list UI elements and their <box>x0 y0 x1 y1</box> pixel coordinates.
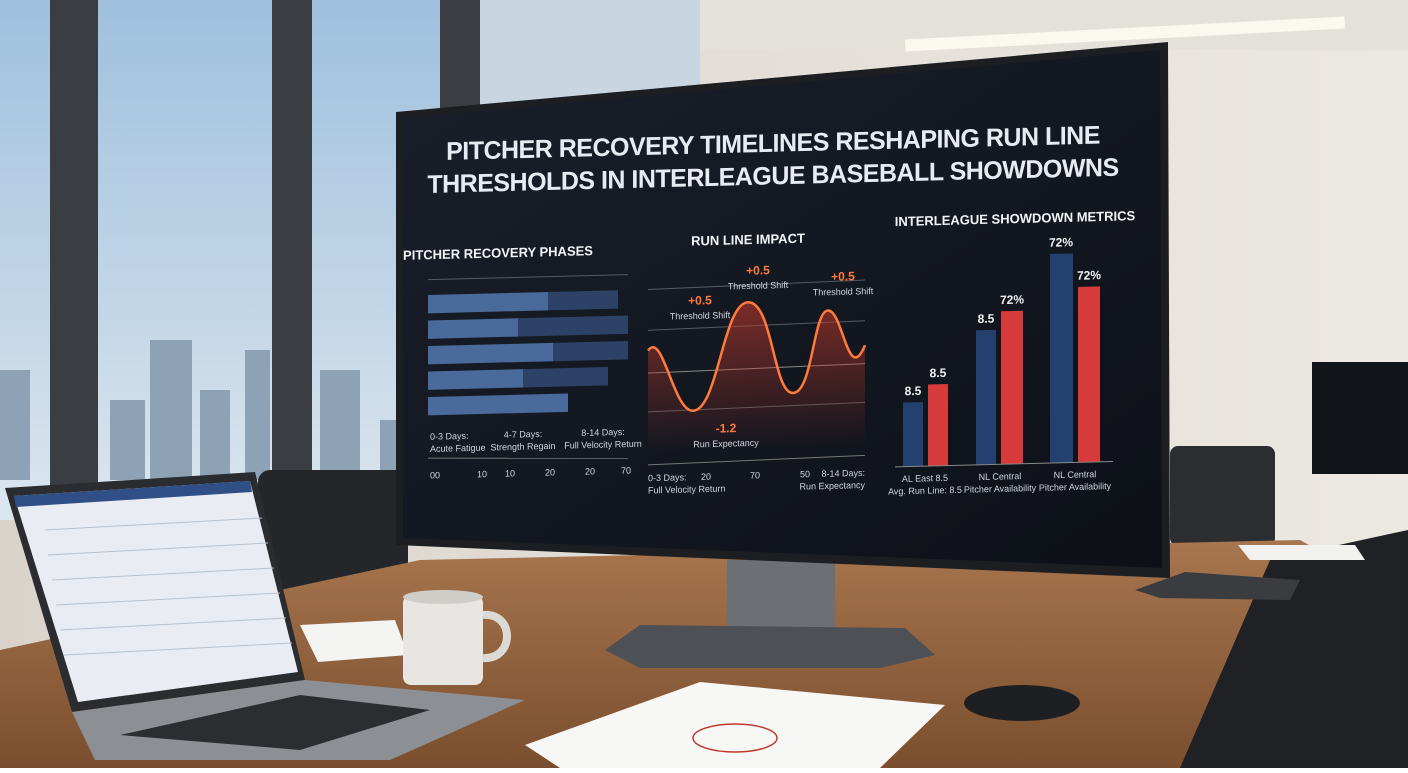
annotation: Threshold Shift <box>670 310 731 322</box>
laptop-rows <box>44 517 293 656</box>
mug-handle <box>482 610 511 662</box>
axis-label: 20 <box>585 466 595 476</box>
annotation: +0.5 <box>831 269 855 284</box>
annotation: -1.2 <box>716 421 737 436</box>
screen-content: PITCHER RECOVERY TIMELINES RESHAPING RUN… <box>403 121 1136 497</box>
panel-title: RUN LINE IMPACT <box>691 231 805 249</box>
ceiling-light <box>904 16 1346 52</box>
axis-label: 00 <box>430 470 440 480</box>
axis-label: Full Velocity Return <box>648 483 725 495</box>
phase-label: Strength Regain <box>491 441 556 453</box>
group-label: NL Central <box>1054 469 1097 480</box>
group-label: NL Central <box>979 471 1022 482</box>
annotation: Threshold Shift <box>728 280 789 292</box>
group-label: Pitcher Availability <box>964 483 1037 495</box>
annotation: +0.5 <box>688 293 712 308</box>
axis-label: 70 <box>621 465 631 475</box>
city <box>0 340 440 480</box>
laptop-keyboard <box>120 695 430 750</box>
phase-label: Acute Fatigue <box>430 443 485 454</box>
phase-label: 8-14 Days: <box>581 427 624 438</box>
far-laptop <box>1135 572 1300 600</box>
panel-title: PITCHER RECOVERY PHASES <box>403 243 593 263</box>
far-monitor <box>1312 362 1408 474</box>
mouse <box>964 685 1080 721</box>
panel-title: INTERLEAGUE SHOWDOWN METRICS <box>895 208 1136 229</box>
mug-rim <box>403 590 483 604</box>
bar-label: 72% <box>1049 235 1073 250</box>
far-paper <box>1238 545 1365 560</box>
axis-label: 10 <box>505 468 515 478</box>
paper <box>300 620 408 662</box>
monitor-stand <box>727 560 835 635</box>
mug <box>403 595 483 685</box>
axis-label: 10 <box>477 469 487 479</box>
phase-label: 4-7 Days: <box>504 429 542 440</box>
impact-wave <box>647 279 867 466</box>
recovery-bars <box>427 274 629 459</box>
phase-label: Full Velocity Return <box>564 439 641 451</box>
axis-label: 20 <box>701 472 711 482</box>
annotation: +0.5 <box>746 263 770 278</box>
annotation: Threshold Shift <box>813 286 874 298</box>
axis-label: 0-3 Days: <box>648 472 686 483</box>
laptop-header <box>14 481 252 507</box>
axis-label: 20 <box>545 467 555 477</box>
group-label: Avg. Run Line: 8.5 <box>888 485 962 497</box>
chair <box>1170 446 1275 546</box>
group-label: AL East 8.5 <box>902 473 948 484</box>
bar-label: 8.5 <box>978 312 995 327</box>
axis-label: Run Expectancy <box>800 480 866 492</box>
chair <box>1180 530 1408 768</box>
group-label: Pitcher Availability <box>1039 481 1112 493</box>
baseball-sketch <box>692 723 778 753</box>
papers <box>525 682 945 768</box>
axis-label: 8-14 Days: <box>822 468 865 479</box>
bar-label: 72% <box>1077 268 1101 283</box>
metric-bars <box>895 253 1113 468</box>
phase-label: 0-3 Days: <box>430 431 468 442</box>
bar-label: 8.5 <box>905 384 922 399</box>
bar-label: 8.5 <box>930 366 947 381</box>
monitor-screen <box>403 50 1162 568</box>
bar-label: 72% <box>1000 292 1024 307</box>
axis-label: 70 <box>750 470 760 480</box>
annotation: Run Expectancy <box>693 438 759 450</box>
axis-label: 50 <box>800 469 810 479</box>
monitor-base <box>605 625 935 668</box>
